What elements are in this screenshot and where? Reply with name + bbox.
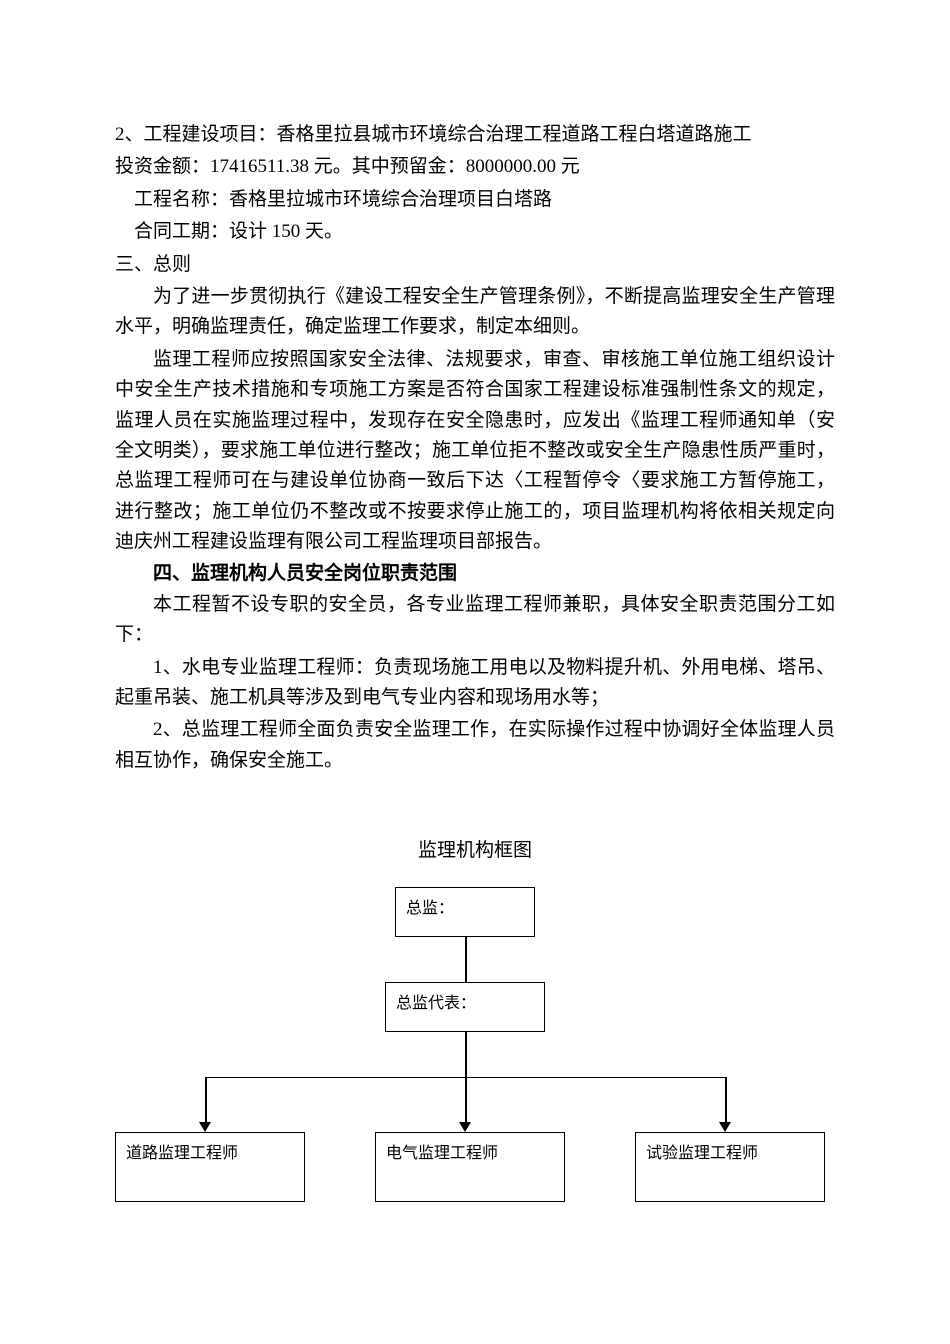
arrow-down-icon: [719, 1122, 731, 1132]
org-chart-edge: [465, 1077, 467, 1122]
para-contract-period: 合同工期：设计 150 天。: [115, 217, 835, 247]
arrow-down-icon: [199, 1122, 211, 1132]
org-chart-node: 道路监理工程师: [115, 1132, 305, 1202]
org-chart-node: 总监：: [395, 887, 535, 937]
para-general-2: 监理工程师应按照国家安全法律、法规要求，审查、审核施工单位施工组织设计中安全生产…: [115, 345, 835, 558]
para-project: 2、工程建设项目：香格里拉县城市环境综合治理工程道路工程白塔道路施工: [115, 120, 835, 150]
heading-3: 三、总则: [115, 250, 835, 280]
org-chart-node: 总监代表：: [385, 982, 545, 1032]
org-chart-node: 电气监理工程师: [375, 1132, 565, 1202]
org-chart-edge: [725, 1077, 727, 1122]
org-chart-node: 试验监理工程师: [635, 1132, 825, 1202]
para-scope-intro: 本工程暂不设专职的安全员，各专业监理工程师兼职，具体安全职责范围分工如下：: [115, 590, 835, 651]
para-scope-1: 1、水电专业监理工程师：负责现场施工用电以及物料提升机、外用电梯、塔吊、起重吊装…: [115, 653, 835, 714]
org-chart-edge: [465, 1032, 467, 1077]
para-scope-2: 2、总监理工程师全面负责安全监理工作，在实际操作过程中协调好全体监理人员相互协作…: [115, 715, 835, 776]
org-chart-edge: [205, 1077, 207, 1122]
org-chart-title: 监理机构框图: [115, 836, 835, 866]
org-chart: 总监： 总监代表： 道路监理工程师电气监理工程师试验监理工程师: [115, 887, 835, 1217]
arrow-down-icon: [459, 1122, 471, 1132]
org-chart-edge: [465, 937, 467, 982]
para-project-name: 工程名称：香格里拉城市环境综合治理项目白塔路: [115, 185, 835, 215]
para-general-1: 为了进一步贯彻执行《建设工程安全生产管理条例》，不断提高监理安全生产管理水平，明…: [115, 282, 835, 343]
para-investment: 投资金额：17416511.38 元。其中预留金：8000000.00 元: [115, 152, 835, 182]
heading-4: 四、监理机构人员安全岗位职责范围: [115, 559, 835, 589]
